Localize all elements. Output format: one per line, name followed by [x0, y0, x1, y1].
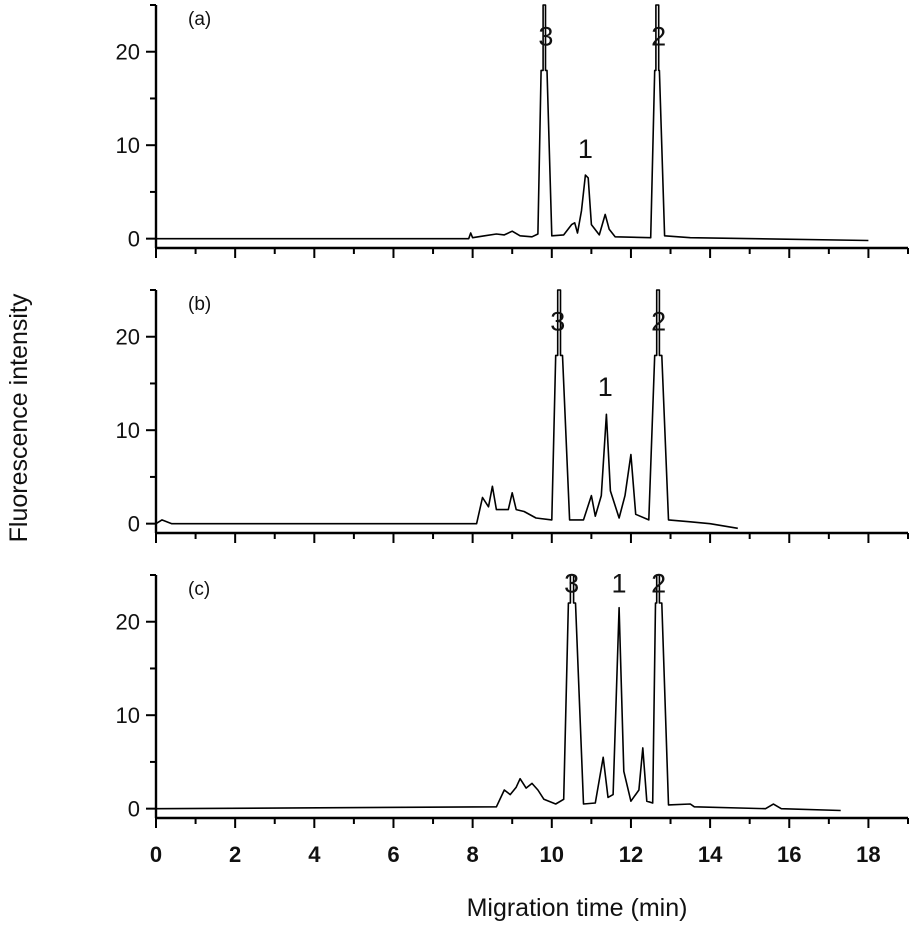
- panel-label: (c): [188, 579, 210, 600]
- y-tick-label: 20: [116, 40, 140, 65]
- y-tick-label: 0: [128, 512, 140, 537]
- y-tick-label: 0: [128, 797, 140, 822]
- y-tick-label: 10: [116, 418, 140, 443]
- y-tick-label: 10: [116, 133, 140, 158]
- peak-label: 3: [538, 22, 553, 52]
- electropherogram-trace: [156, 4, 869, 242]
- x-tick-label: 8: [467, 842, 479, 867]
- peak-label: 1: [578, 134, 593, 164]
- peak-label: 2: [651, 307, 666, 337]
- peak-label: 2: [651, 568, 666, 598]
- x-axis-label: Migration time (min): [467, 894, 688, 922]
- electropherogram-trace: [155, 574, 841, 812]
- y-tick-label: 0: [128, 227, 140, 252]
- x-tick-label: 0: [150, 842, 162, 867]
- peak-label: 1: [598, 372, 613, 402]
- x-tick-label: 18: [856, 842, 880, 867]
- x-tick-label: 4: [308, 842, 321, 867]
- x-tick-label: 14: [698, 842, 723, 867]
- x-tick-label: 2: [229, 842, 241, 867]
- panel-label: (a): [188, 9, 211, 30]
- x-tick-label: 12: [619, 842, 643, 867]
- x-tick-label: 6: [387, 842, 399, 867]
- electropherogram-trace: [155, 289, 738, 530]
- peak-label: 1: [612, 568, 627, 598]
- y-axis-label: Fluorescence intensity: [5, 293, 33, 542]
- panel-label: (b): [188, 294, 211, 315]
- x-tick-label: 16: [777, 842, 801, 867]
- y-tick-label: 20: [116, 325, 140, 350]
- peak-label: 3: [564, 568, 579, 598]
- x-tick-label: 10: [540, 842, 564, 867]
- peak-label: 2: [651, 22, 666, 52]
- peak-label: 3: [550, 307, 565, 337]
- y-tick-label: 20: [116, 610, 140, 635]
- y-tick-label: 10: [116, 703, 140, 728]
